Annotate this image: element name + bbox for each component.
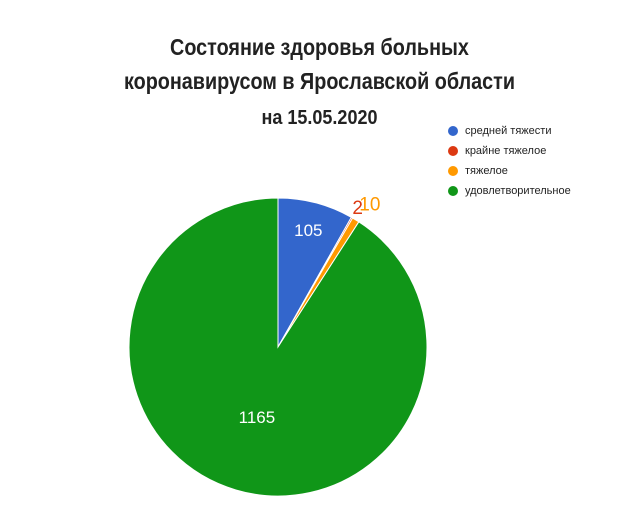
legend-swatch xyxy=(448,126,458,136)
chart-legend: средней тяжести крайне тяжелое тяжелое у… xyxy=(448,121,571,201)
legend-item: крайне тяжелое xyxy=(448,141,571,161)
legend-swatch xyxy=(448,146,458,156)
legend-label: крайне тяжелое xyxy=(465,145,547,157)
slice-value-label: 10 xyxy=(359,194,380,215)
chart-title-line-1: Состояние здоровья больных xyxy=(170,34,469,60)
legend-label: удовлетворительное xyxy=(465,185,571,197)
chart-subtitle: на 15.05.2020 xyxy=(261,107,378,129)
legend-swatch xyxy=(448,166,458,176)
chart-title-block: Состояние здоровья больных коронавирусом… xyxy=(0,30,639,134)
slice-value-label: 1165 xyxy=(239,408,276,427)
chart-title-line-2: коронавирусом в Ярославской области xyxy=(123,68,516,94)
legend-label: тяжелое xyxy=(465,165,508,177)
pie-slice xyxy=(128,197,428,497)
legend-item: тяжелое xyxy=(448,161,571,181)
legend-label: средней тяжести xyxy=(465,125,552,137)
legend-swatch xyxy=(448,186,458,196)
legend-item: средней тяжести xyxy=(448,121,571,141)
slice-value-label: 105 xyxy=(294,221,322,240)
legend-item: удовлетворительное xyxy=(448,181,571,201)
slice-value-label: 2 xyxy=(352,198,363,219)
